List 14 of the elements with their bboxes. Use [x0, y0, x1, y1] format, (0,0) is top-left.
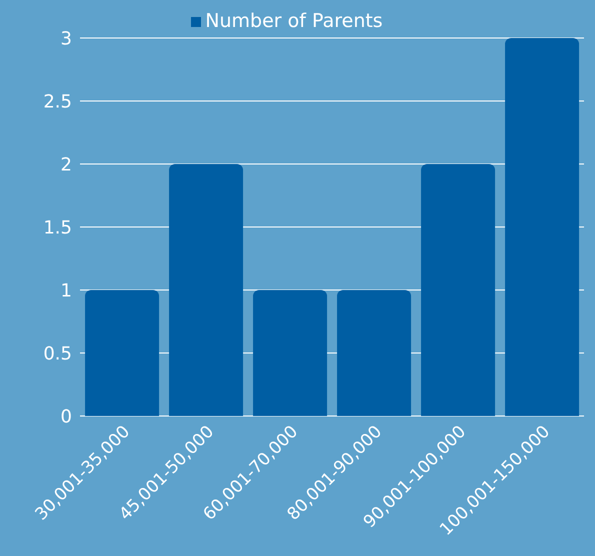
bar	[337, 290, 412, 416]
y-tick-label: 2	[60, 154, 72, 176]
bar	[505, 38, 580, 416]
bar	[253, 290, 328, 416]
y-tick-label: 0.5	[43, 343, 72, 364]
y-tick-label: 2.5	[43, 91, 72, 112]
y-tick-label: 0	[60, 406, 72, 428]
y-tick-label: 1	[60, 280, 72, 302]
bar	[85, 290, 160, 416]
bar	[169, 164, 244, 416]
legend-label: Number of Parents	[205, 10, 383, 32]
y-tick-label: 3	[60, 28, 72, 50]
y-tick-label: 1.5	[43, 217, 72, 238]
bar	[421, 164, 496, 416]
